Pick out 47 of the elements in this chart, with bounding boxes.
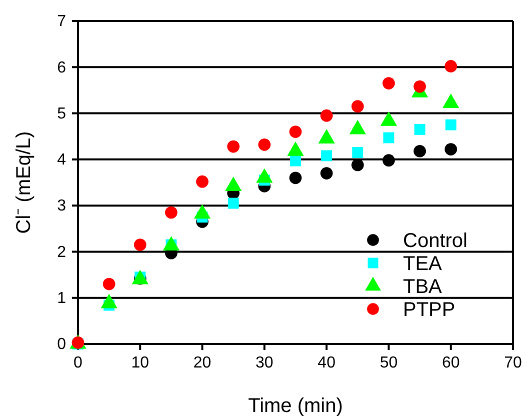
y-tick-label: 2: [57, 244, 66, 261]
legend-label: PTPP: [403, 299, 456, 321]
x-tick-label: 50: [380, 354, 398, 372]
point: [289, 172, 302, 184]
point: [320, 109, 333, 122]
y-axis-title: Cl⁻ (mEq/L): [13, 131, 35, 234]
point: [351, 158, 364, 172]
x-tick-label: 0: [74, 354, 83, 372]
x-tick-label: 10: [131, 354, 150, 372]
x-tick-label: 60: [442, 354, 460, 372]
point: [414, 80, 426, 93]
y-tick-label: 5: [57, 105, 66, 122]
x-tick-label: 40: [318, 354, 336, 372]
point: [227, 140, 240, 153]
x-tick-label: 30: [256, 354, 274, 372]
x-axis-title: Time (min): [248, 395, 343, 416]
point: [102, 278, 116, 290]
point: [228, 198, 239, 209]
point: [321, 150, 332, 162]
point: [134, 238, 146, 251]
point: [444, 60, 458, 72]
point: [414, 124, 426, 135]
point: [320, 167, 333, 180]
y-tick-label: 3: [57, 198, 66, 215]
y-tick-label: 7: [57, 13, 66, 30]
point: [445, 119, 456, 130]
point: [382, 77, 395, 90]
point: [196, 175, 208, 188]
point: [165, 206, 178, 219]
y-tick-label: 0: [57, 336, 66, 354]
y-tick-label: 4: [57, 152, 66, 169]
legend-label: TEA: [403, 253, 443, 275]
point: [414, 144, 426, 158]
legend-label: Control: [403, 230, 468, 252]
y-tick-label: 1: [57, 290, 66, 307]
x-tick-label: 20: [193, 354, 212, 372]
point: [258, 138, 271, 151]
point: [444, 143, 458, 156]
point: [383, 132, 394, 144]
point: [289, 126, 302, 138]
point: [352, 147, 364, 158]
point: [351, 100, 364, 113]
y-tick-label: 6: [57, 59, 66, 76]
legend-label: TBA: [403, 276, 443, 298]
point: [382, 154, 395, 167]
x-tick-label: 70: [504, 354, 522, 372]
point: [290, 155, 301, 166]
